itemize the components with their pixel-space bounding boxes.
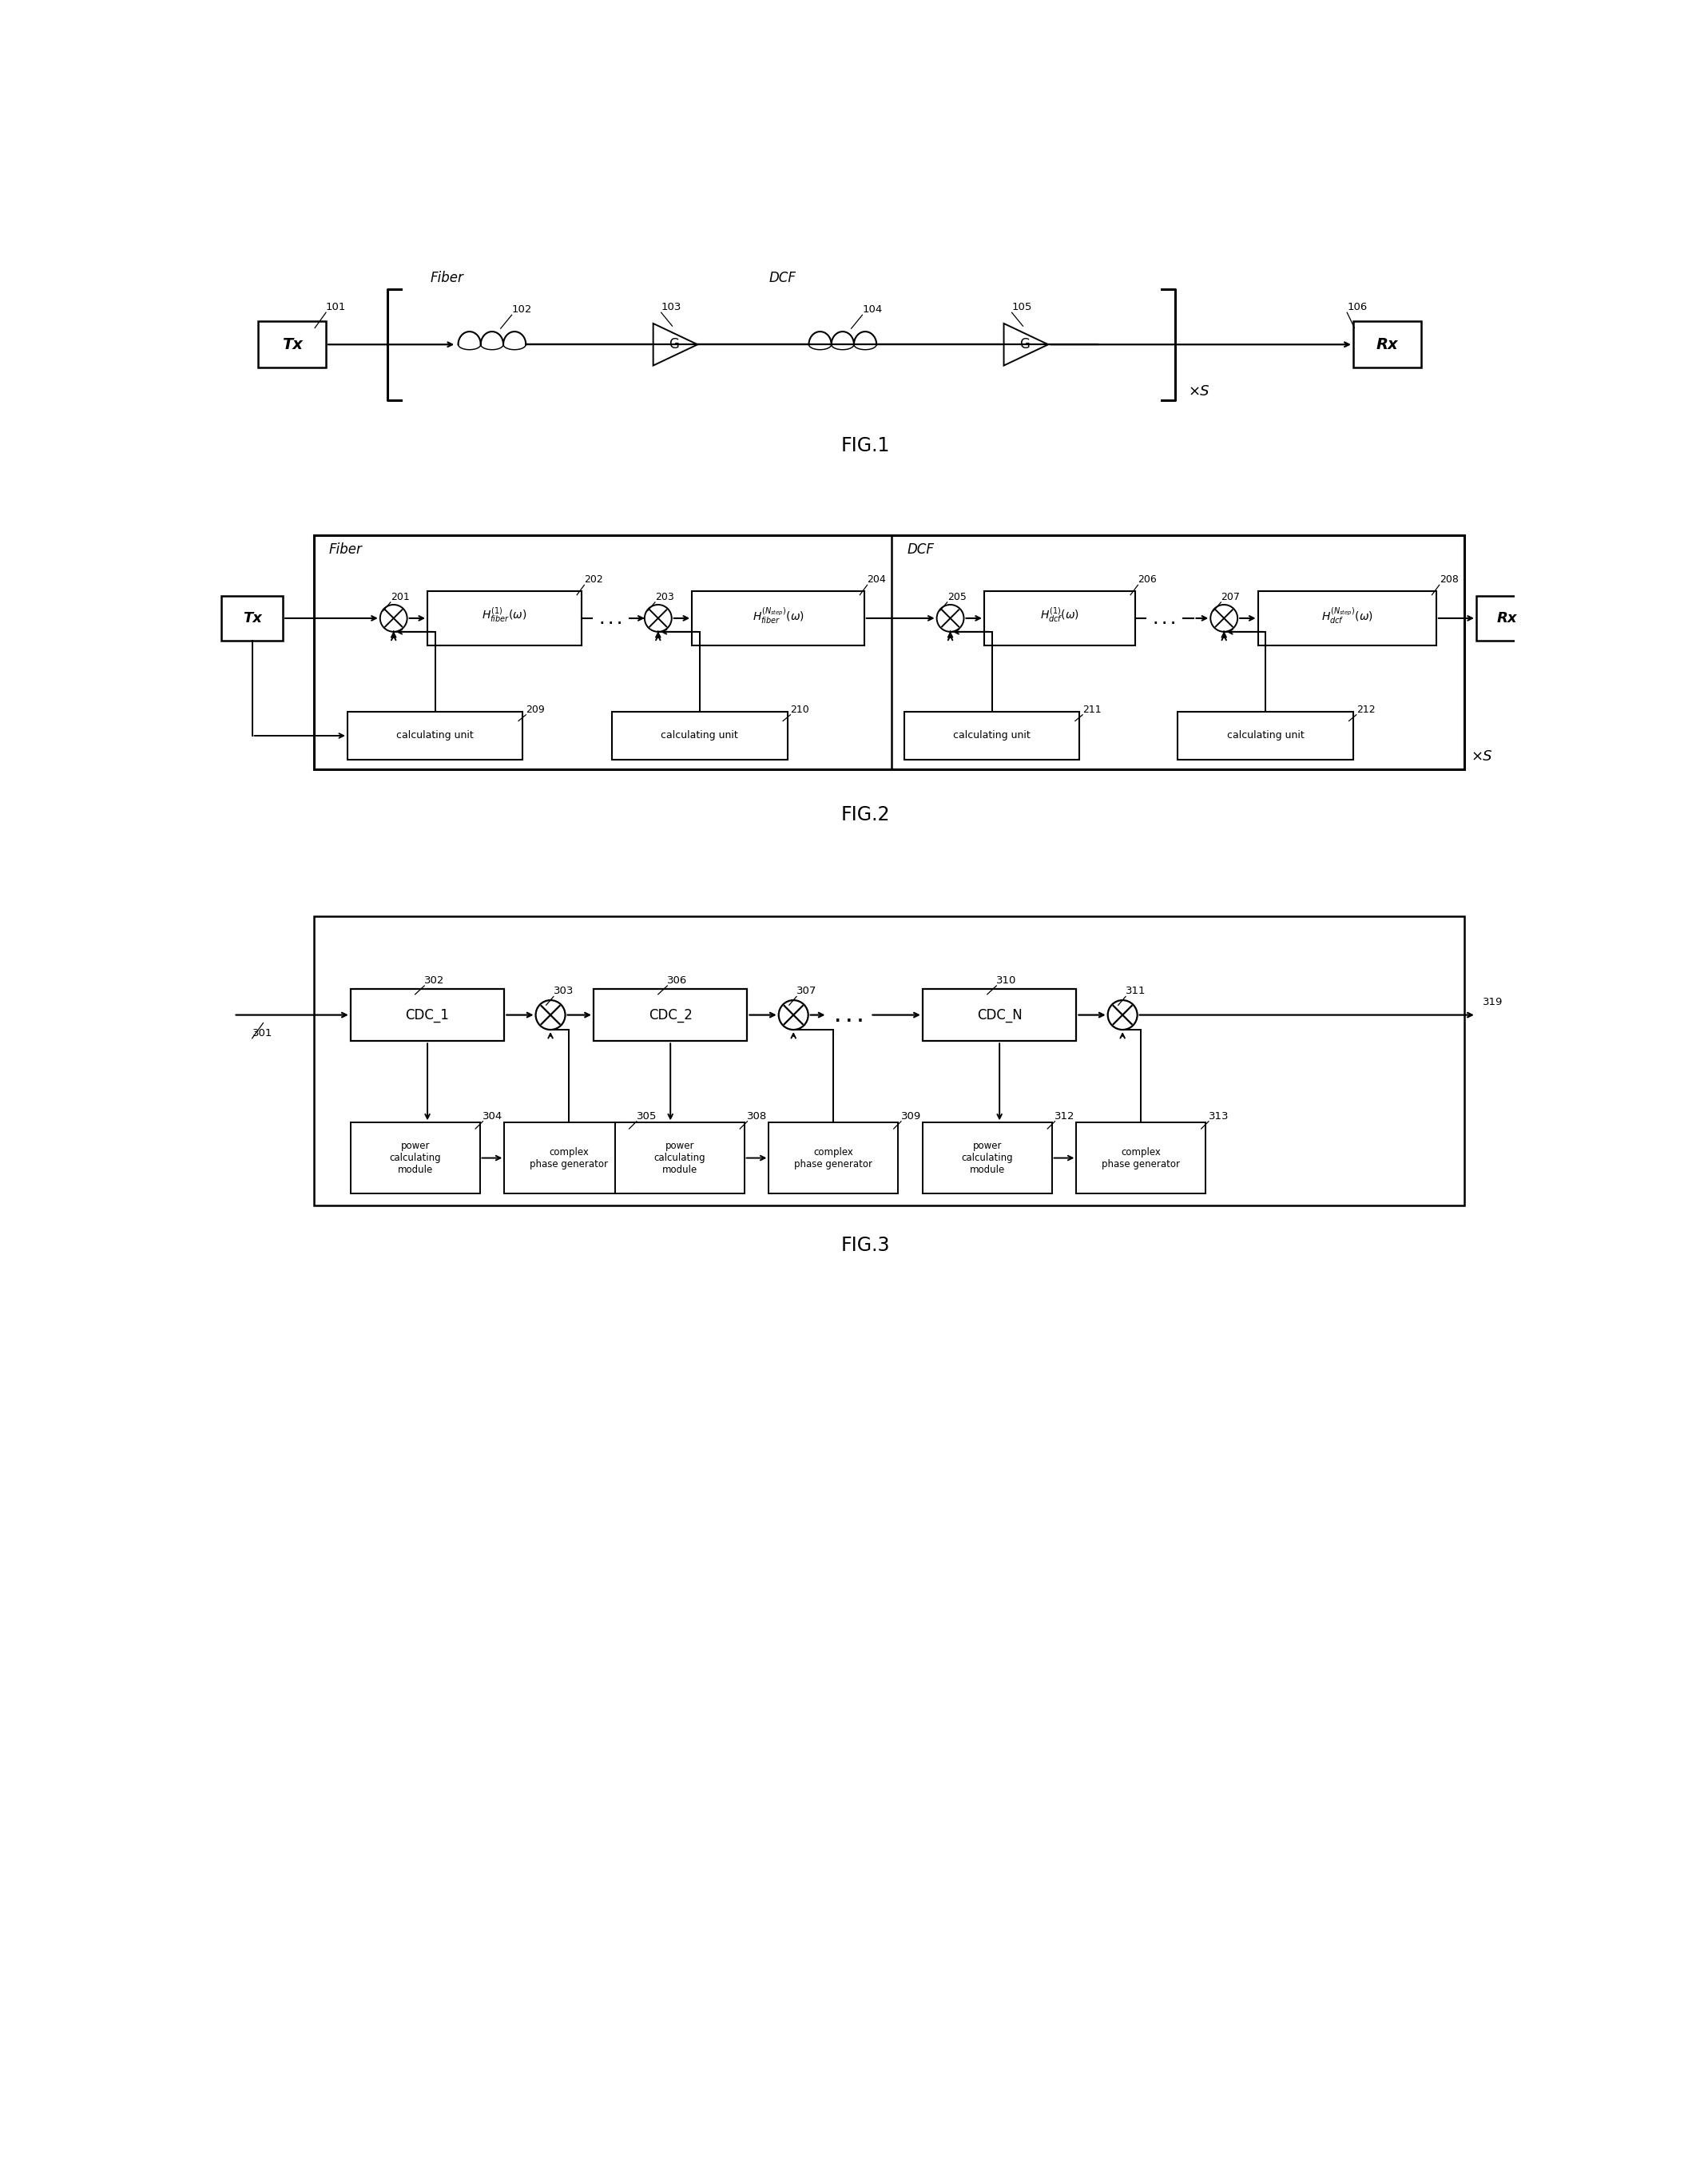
Text: DCF: DCF xyxy=(768,271,797,286)
Text: Rx: Rx xyxy=(1376,336,1398,352)
Text: 208: 208 xyxy=(1440,574,1458,585)
Text: 205: 205 xyxy=(947,592,966,603)
Text: 211: 211 xyxy=(1082,705,1101,714)
FancyBboxPatch shape xyxy=(314,535,1463,769)
FancyBboxPatch shape xyxy=(614,1123,744,1192)
Text: 310: 310 xyxy=(996,976,1016,985)
FancyBboxPatch shape xyxy=(427,592,581,644)
Text: calculating unit: calculating unit xyxy=(397,729,474,740)
Text: 306: 306 xyxy=(667,976,687,985)
Text: 203: 203 xyxy=(655,592,674,603)
Text: CDC_N: CDC_N xyxy=(977,1007,1023,1022)
FancyBboxPatch shape xyxy=(1258,592,1436,644)
FancyBboxPatch shape xyxy=(594,989,748,1042)
Text: 311: 311 xyxy=(1126,987,1146,996)
Text: FIG.1: FIG.1 xyxy=(841,437,890,456)
Text: 319: 319 xyxy=(1482,998,1502,1007)
Text: 104: 104 xyxy=(863,304,883,314)
Text: 308: 308 xyxy=(748,1112,768,1120)
Text: 103: 103 xyxy=(662,301,682,312)
Text: Tx: Tx xyxy=(282,336,302,352)
Text: complex
phase generator: complex phase generator xyxy=(1102,1147,1180,1168)
Text: FIG.3: FIG.3 xyxy=(841,1236,890,1256)
FancyBboxPatch shape xyxy=(1077,1123,1205,1192)
Text: 303: 303 xyxy=(554,987,574,996)
Text: 312: 312 xyxy=(1055,1112,1075,1120)
Text: Tx: Tx xyxy=(243,612,262,625)
Text: G: G xyxy=(1020,336,1030,352)
FancyBboxPatch shape xyxy=(221,596,284,640)
Text: 206: 206 xyxy=(1138,574,1156,585)
Text: . . .: . . . xyxy=(599,614,621,627)
Text: CDC_2: CDC_2 xyxy=(648,1007,692,1022)
Text: . . .: . . . xyxy=(1153,614,1175,627)
FancyBboxPatch shape xyxy=(1178,712,1354,760)
Text: 302: 302 xyxy=(424,976,444,985)
Text: 105: 105 xyxy=(1011,301,1031,312)
FancyBboxPatch shape xyxy=(348,712,523,760)
Text: 106: 106 xyxy=(1347,301,1367,312)
Text: complex
phase generator: complex phase generator xyxy=(795,1147,873,1168)
Text: 309: 309 xyxy=(901,1112,922,1120)
FancyBboxPatch shape xyxy=(923,1123,1052,1192)
FancyBboxPatch shape xyxy=(351,1123,479,1192)
Text: $H_{fiber}^{(N_{step})}(\omega)$: $H_{fiber}^{(N_{step})}(\omega)$ xyxy=(753,605,803,625)
Text: FIG.2: FIG.2 xyxy=(841,806,890,826)
Text: 102: 102 xyxy=(511,304,532,314)
FancyBboxPatch shape xyxy=(351,989,505,1042)
FancyBboxPatch shape xyxy=(613,712,787,760)
Text: 307: 307 xyxy=(797,987,817,996)
Text: 201: 201 xyxy=(390,592,410,603)
Text: $H_{fiber}^{(1)}(\omega)$: $H_{fiber}^{(1)}(\omega)$ xyxy=(481,607,527,625)
Text: 204: 204 xyxy=(868,574,886,585)
FancyBboxPatch shape xyxy=(314,917,1463,1206)
Text: G: G xyxy=(668,336,679,352)
Text: 301: 301 xyxy=(252,1029,272,1037)
Text: 304: 304 xyxy=(483,1112,503,1120)
Text: 202: 202 xyxy=(584,574,603,585)
FancyBboxPatch shape xyxy=(692,592,864,644)
Text: $H_{dcf}^{(1)}(\omega)$: $H_{dcf}^{(1)}(\omega)$ xyxy=(1040,607,1079,625)
Text: 209: 209 xyxy=(527,705,545,714)
Text: ×S: ×S xyxy=(1188,384,1210,400)
Text: . . .: . . . xyxy=(834,1009,863,1024)
Text: Fiber: Fiber xyxy=(329,542,363,557)
Text: calculating unit: calculating unit xyxy=(954,729,1030,740)
Text: Fiber: Fiber xyxy=(430,271,464,286)
Text: 212: 212 xyxy=(1355,705,1376,714)
Text: complex
phase generator: complex phase generator xyxy=(530,1147,608,1168)
Text: calculating unit: calculating unit xyxy=(662,729,738,740)
Text: 207: 207 xyxy=(1220,592,1241,603)
Text: power
calculating
module: power calculating module xyxy=(962,1140,1013,1175)
Text: calculating unit: calculating unit xyxy=(1227,729,1305,740)
FancyBboxPatch shape xyxy=(984,592,1134,644)
Text: power
calculating
module: power calculating module xyxy=(653,1140,706,1175)
FancyBboxPatch shape xyxy=(768,1123,898,1192)
FancyBboxPatch shape xyxy=(258,321,326,367)
FancyBboxPatch shape xyxy=(1354,321,1421,367)
FancyBboxPatch shape xyxy=(1477,596,1538,640)
Text: 101: 101 xyxy=(326,301,346,312)
FancyBboxPatch shape xyxy=(905,712,1079,760)
FancyBboxPatch shape xyxy=(505,1123,633,1192)
FancyBboxPatch shape xyxy=(923,989,1077,1042)
Text: 305: 305 xyxy=(636,1112,657,1120)
Text: power
calculating
module: power calculating module xyxy=(390,1140,441,1175)
Text: 210: 210 xyxy=(790,705,809,714)
Text: $H_{dcf}^{(N_{step})}(\omega)$: $H_{dcf}^{(N_{step})}(\omega)$ xyxy=(1322,605,1372,625)
Text: CDC_1: CDC_1 xyxy=(405,1007,449,1022)
Text: Rx: Rx xyxy=(1497,612,1518,625)
Text: 313: 313 xyxy=(1209,1112,1229,1120)
Text: ×S: ×S xyxy=(1472,749,1492,764)
Text: DCF: DCF xyxy=(906,542,935,557)
